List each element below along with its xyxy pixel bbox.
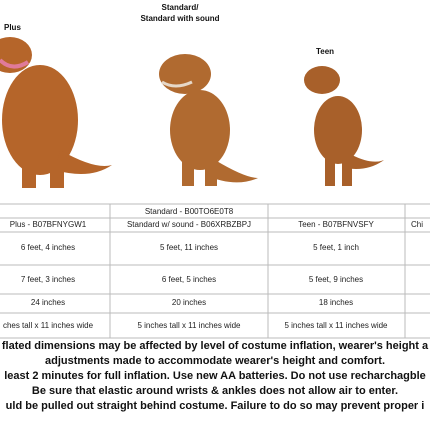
- table-cell: Plus - B07BFNYGW1: [10, 220, 87, 229]
- standard-label: Standard/: [162, 3, 200, 12]
- table-cell: Standard w/ sound - B06XRBZBPJ: [127, 220, 251, 229]
- teen-label: Teen: [316, 47, 334, 56]
- table-cell: 20 inches: [172, 298, 206, 307]
- table-cell: 5 feet, 9 inches: [309, 275, 363, 284]
- table-cell: Standard - B00TO6E0T8: [145, 207, 234, 216]
- table-grid: [0, 203, 430, 339]
- note-line: uld be pulled out straight behind costum…: [6, 400, 425, 412]
- note-line: adjustments made to accommodate wearer's…: [45, 355, 385, 367]
- table-cell: 5 inches tall x 11 inches wide: [137, 321, 241, 330]
- table-cell: Teen - B07BFNVSFY: [298, 220, 374, 229]
- table-cell: 18 inches: [319, 298, 353, 307]
- table-cell: ches tall x 11 inches wide: [3, 321, 94, 330]
- note-line: Be sure that elastic around wrists & ank…: [32, 385, 398, 397]
- table-cell: Chi: [411, 220, 423, 229]
- table-cell: 5 feet, 1 inch: [313, 243, 359, 252]
- table-cell: 5 inches tall x 11 inches wide: [284, 321, 388, 330]
- standard-costume-image: [159, 54, 258, 186]
- table-cell: 5 feet, 11 inches: [160, 243, 218, 252]
- table-cell: 6 feet, 5 inches: [162, 275, 216, 284]
- table-cell: 7 feet, 3 inches: [21, 275, 75, 284]
- note-line: flated dimensions may be affected by lev…: [2, 340, 429, 352]
- teen-costume-image: [304, 66, 384, 186]
- plus-costume-image: [0, 37, 112, 188]
- note-line: least 2 minutes for full inflation. Use …: [4, 370, 426, 382]
- table-cell: 6 feet, 4 inches: [21, 243, 75, 252]
- table-cell: 24 inches: [31, 298, 65, 307]
- standard-label: Standard with sound: [140, 14, 219, 23]
- plus-label: Plus: [4, 23, 21, 32]
